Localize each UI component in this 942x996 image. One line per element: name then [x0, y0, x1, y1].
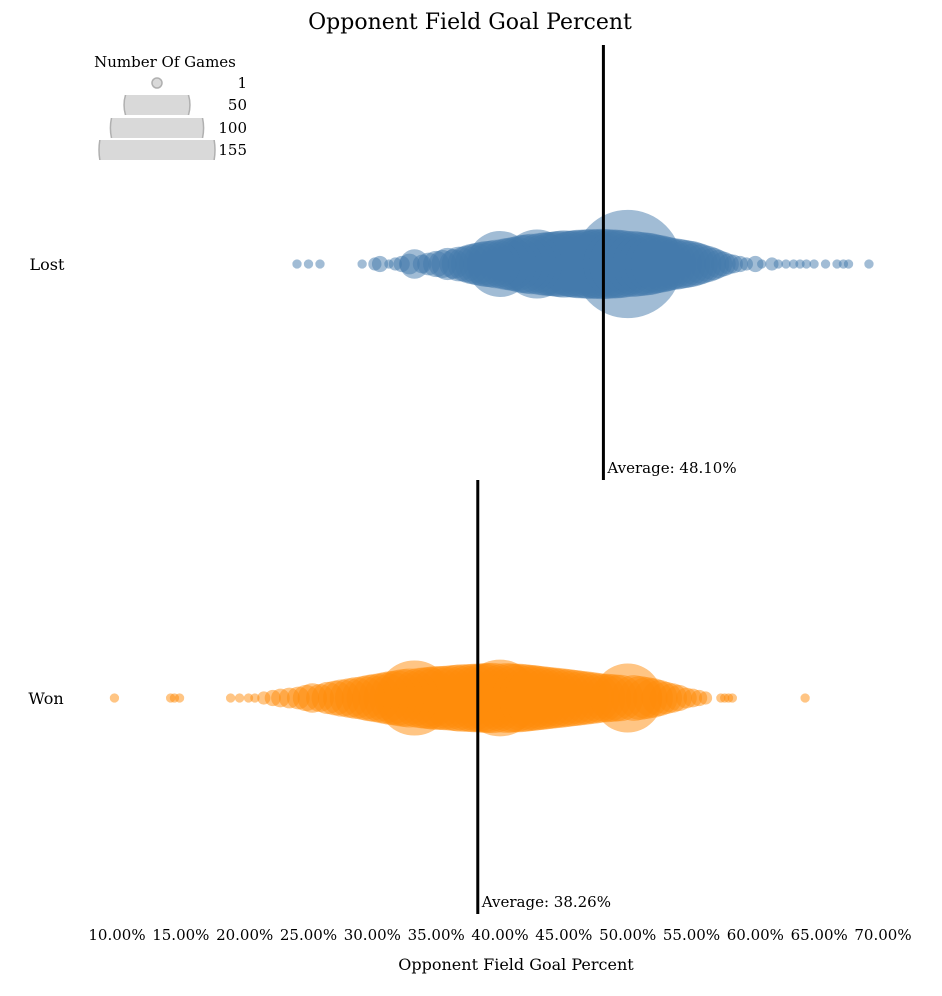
data-point[interactable]	[109, 693, 120, 703]
row-label-lost: Lost	[30, 255, 65, 274]
data-point[interactable]	[384, 259, 394, 269]
x-tick-label: 10.00%	[88, 926, 145, 944]
data-point[interactable]	[773, 259, 783, 269]
data-point[interactable]	[234, 693, 245, 703]
chart-title: Opponent Field Goal Percent	[308, 10, 632, 35]
x-tick-label: 15.00%	[152, 926, 209, 944]
legend-size-circle	[98, 140, 216, 160]
data-point[interactable]	[303, 259, 314, 269]
x-tick-label: 35.00%	[408, 926, 465, 944]
data-point[interactable]	[368, 257, 382, 271]
data-point[interactable]	[843, 259, 854, 269]
data-point[interactable]	[832, 259, 842, 269]
legend-size-label: 50	[228, 96, 247, 114]
legend-size-label: 100	[218, 119, 247, 137]
data-point[interactable]	[174, 693, 185, 703]
x-tick-label: 60.00%	[727, 926, 784, 944]
x-tick-label: 70.00%	[854, 926, 911, 944]
data-point[interactable]	[292, 259, 302, 269]
data-point[interactable]	[739, 257, 753, 271]
row-label-won: Won	[28, 689, 63, 708]
x-tick-label: 25.00%	[280, 926, 337, 944]
average-label-won: Average: 38.26%	[481, 893, 611, 911]
x-tick-label: 50.00%	[599, 926, 656, 944]
data-point[interactable]	[820, 259, 831, 269]
legend-size-label: 1	[237, 74, 247, 92]
x-axis-label: Opponent Field Goal Percent	[398, 955, 634, 974]
x-tick-label: 20.00%	[216, 926, 273, 944]
data-point[interactable]	[698, 691, 713, 705]
x-tick-label: 55.00%	[663, 926, 720, 944]
x-tick-label: 65.00%	[791, 926, 848, 944]
legend-size-label: 155	[218, 141, 247, 159]
legend-size-circle	[109, 118, 205, 138]
data-point[interactable]	[757, 259, 767, 269]
data-point[interactable]	[250, 693, 260, 703]
data-point[interactable]	[225, 693, 236, 703]
x-tick-label: 30.00%	[344, 926, 401, 944]
x-tick-label: 45.00%	[535, 926, 592, 944]
data-point[interactable]	[357, 259, 367, 269]
legend-size-circle	[151, 77, 163, 89]
data-point[interactable]	[809, 259, 819, 269]
series-lost	[292, 209, 874, 319]
data-point[interactable]	[864, 259, 874, 269]
data-point[interactable]	[315, 259, 325, 269]
data-point[interactable]	[257, 691, 271, 705]
legend-size-circle	[123, 95, 191, 115]
data-point[interactable]	[781, 259, 791, 269]
data-point[interactable]	[801, 259, 812, 269]
data-point[interactable]	[243, 693, 254, 703]
data-point[interactable]	[727, 693, 738, 703]
data-point[interactable]	[412, 254, 432, 274]
series-won	[109, 659, 810, 737]
data-point[interactable]	[795, 259, 805, 269]
x-tick-label: 40.00%	[471, 926, 528, 944]
average-label-lost: Average: 48.10%	[606, 459, 736, 477]
data-point[interactable]	[800, 693, 810, 703]
data-point[interactable]	[788, 259, 799, 269]
legend-title: Number Of Games	[94, 53, 236, 71]
size-legend: Number Of Games 1 50 100 155	[94, 53, 247, 160]
